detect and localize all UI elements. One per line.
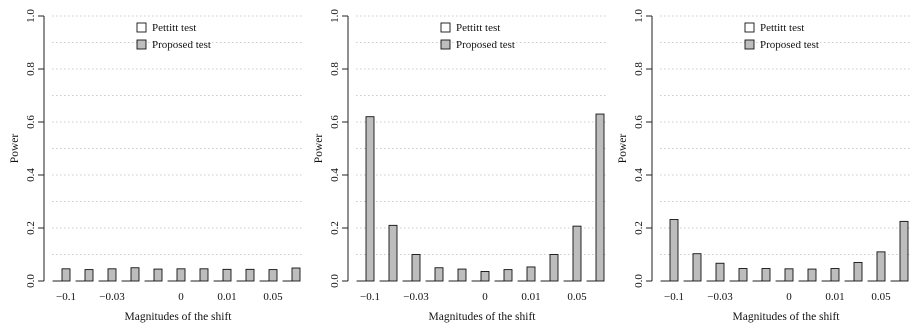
y-tick-label: 0.8	[329, 62, 341, 76]
bar-proposed	[177, 269, 185, 281]
x-axis-title: Magnitudes of the shift	[733, 311, 841, 323]
chart-panel-3: 0.0 0.2 0.4 0.6 0.8 1.0 Power −0.1 −0.03 0 0.01 0.0…	[617, 9, 912, 323]
x-tick-label: 0.05	[567, 291, 587, 303]
bar-proposed	[716, 263, 724, 281]
bar-proposed	[854, 262, 862, 281]
bar-proposed	[573, 226, 581, 281]
y-tick-label: 0.8	[25, 62, 37, 76]
y-tick-label: 0.6	[329, 115, 341, 129]
bar-proposed	[412, 255, 420, 282]
bar-proposed	[154, 269, 162, 281]
bar-proposed	[223, 269, 231, 281]
bar-proposed	[85, 270, 93, 281]
x-tick-label: 0.01	[217, 291, 236, 303]
y-tick-label: 0.2	[25, 221, 37, 235]
legend-swatch-proposed	[137, 40, 146, 49]
x-tick-label: −0.1	[664, 291, 684, 303]
bar-proposed	[900, 221, 908, 281]
bar-proposed	[481, 271, 489, 281]
y-tick-label: 0.0	[329, 274, 341, 288]
bar-proposed	[292, 268, 300, 281]
y-tick-label: 0.0	[633, 274, 645, 288]
y-tick-label: 0.6	[633, 115, 645, 129]
bar-proposed	[762, 269, 770, 281]
bar-proposed	[504, 270, 512, 281]
bar-proposed	[108, 269, 116, 281]
y-tick-label: 0.4	[25, 168, 37, 182]
x-tick-label: 0.05	[871, 291, 891, 303]
x-tick-label: 0	[786, 291, 792, 303]
chart-panel-2: 0.0 0.2 0.4 0.6 0.8 1.0 Power −0.1 −0.03 0 0.01 0.0…	[313, 9, 608, 323]
x-tick-label: 0.01	[521, 291, 540, 303]
legend-label-proposed: Proposed test	[760, 39, 819, 51]
bar-proposed	[200, 269, 208, 281]
bar-proposed	[435, 268, 443, 281]
y-tick-label: 0.4	[633, 168, 645, 182]
bar-proposed	[596, 114, 604, 281]
x-tick-label: 0.01	[825, 291, 844, 303]
x-axis-title: Magnitudes of the shift	[429, 311, 537, 323]
bar-proposed	[246, 269, 254, 281]
y-axis-title: Power	[9, 134, 21, 164]
y-tick-label: 0.2	[633, 221, 645, 235]
legend-swatch-proposed	[441, 40, 450, 49]
y-tick-label: 0.0	[25, 274, 37, 288]
legend-label-proposed: Proposed test	[152, 39, 211, 51]
x-tick-label: −0.03	[707, 291, 733, 303]
bar-proposed	[693, 254, 701, 281]
bar-proposed	[831, 269, 839, 281]
y-tick-label: 0.8	[633, 62, 645, 76]
bar-proposed	[458, 269, 466, 281]
y-tick-label: 0.2	[329, 221, 341, 235]
bar-proposed	[527, 267, 535, 281]
y-tick-label: 1.0	[329, 9, 341, 23]
chart-panel-1: 0.0 0.2 0.4 0.6 0.8 1.0 Power −0.1 −0.03 0 0.01 0.0…	[9, 9, 304, 323]
legend-swatch-proposed	[745, 40, 754, 49]
y-tick-label: 1.0	[633, 9, 645, 23]
x-tick-label: −0.1	[56, 291, 76, 303]
bar-proposed	[550, 255, 558, 282]
x-tick-label: 0	[482, 291, 488, 303]
x-axis-title: Magnitudes of the shift	[125, 311, 233, 323]
bar-proposed	[269, 270, 277, 281]
y-tick-label: 1.0	[25, 9, 37, 23]
y-axis-title: Power	[313, 134, 325, 164]
legend-label-pettitt: Pettitt test	[152, 22, 196, 34]
bar-proposed	[670, 220, 678, 281]
bar-proposed	[62, 269, 70, 281]
bar-proposed	[877, 252, 885, 281]
bar-proposed	[366, 117, 374, 281]
bar-proposed	[389, 225, 397, 281]
x-tick-label: −0.03	[403, 291, 429, 303]
legend-label-proposed: Proposed test	[456, 39, 515, 51]
legend-label-pettitt: Pettitt test	[456, 22, 500, 34]
bar-proposed	[131, 268, 139, 281]
y-axis-title: Power	[617, 134, 629, 164]
x-tick-label: 0.05	[263, 291, 283, 303]
y-tick-label: 0.4	[329, 168, 341, 182]
legend-swatch-pettitt	[441, 23, 450, 32]
x-tick-label: −0.1	[360, 291, 380, 303]
legend-swatch-pettitt	[745, 23, 754, 32]
legend-label-pettitt: Pettitt test	[760, 22, 804, 34]
x-tick-label: −0.03	[99, 291, 125, 303]
bar-proposed	[808, 269, 816, 281]
y-tick-label: 0.6	[25, 115, 37, 129]
bar-proposed	[739, 269, 747, 281]
x-tick-label: 0	[178, 291, 184, 303]
bar-proposed	[785, 269, 793, 281]
legend-swatch-pettitt	[137, 23, 146, 32]
